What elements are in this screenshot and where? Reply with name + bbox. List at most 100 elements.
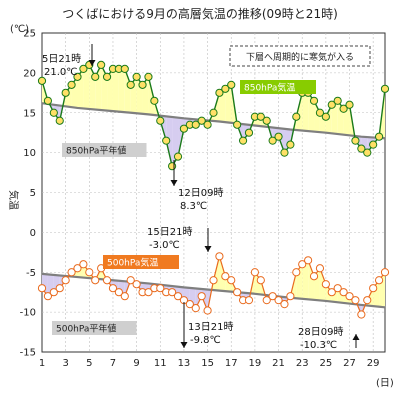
t500-point — [61, 276, 70, 285]
y-axis-title-text: 気温 — [7, 190, 20, 210]
t500-point — [274, 296, 283, 305]
t850-point — [67, 80, 76, 89]
ta850-warm-anomaly-fill — [112, 68, 119, 112]
t850-point — [333, 96, 342, 105]
t850-point — [168, 162, 177, 171]
ta500-warm-anomaly-fill — [302, 260, 309, 300]
t850-point — [215, 88, 224, 97]
ta850-warm-anomaly-fill — [83, 64, 90, 110]
t500-point — [49, 288, 58, 297]
t850-point — [268, 136, 277, 145]
t850-point — [43, 96, 53, 105]
t500-point — [108, 284, 118, 293]
t850-point — [37, 76, 47, 85]
t850-point — [221, 84, 230, 93]
annotation-value: -10.3℃ — [300, 340, 337, 351]
t500-point — [380, 268, 390, 277]
t850-point — [97, 60, 106, 70]
t850-point — [126, 80, 135, 89]
t850-point — [262, 116, 271, 125]
t500-point — [321, 280, 330, 289]
t500-point — [114, 288, 123, 297]
normal-500-line — [41, 272, 386, 309]
ta850-warm-anomaly-fill — [65, 84, 72, 108]
y-tick-label: 20 — [23, 68, 36, 79]
t850-point — [321, 112, 330, 121]
label-850hpa-temp: 850hPa気温 — [244, 82, 295, 94]
t850-point — [138, 80, 147, 89]
annotation-date: 5日21時 — [42, 53, 81, 65]
t850-point — [79, 64, 88, 73]
t850-point — [380, 84, 390, 93]
t850-point — [191, 120, 200, 129]
label-850hpa-normal-box — [62, 143, 147, 157]
t500-point — [345, 292, 354, 301]
t500-point — [292, 268, 301, 277]
ta850-warm-anomaly-fill — [296, 92, 303, 131]
x-tick-label: 19 — [249, 358, 262, 369]
x-tick-label: 11 — [154, 358, 167, 369]
t850-point — [150, 96, 159, 105]
ta500-cold-anomaly-fill — [42, 273, 48, 297]
annotation-arrow-head — [170, 180, 178, 186]
label-500hpa-temp-box — [103, 255, 179, 269]
label-500hpa-normal-box — [52, 321, 137, 335]
annotation-date: 28日09時 — [298, 326, 343, 338]
t500-point — [262, 296, 271, 305]
chart-title: つくばにおける9月の高層気温の推移(09時と21時) — [62, 6, 338, 21]
t850-point — [369, 140, 378, 149]
t500-point — [250, 268, 259, 277]
annotation-value: 21.0℃ — [44, 67, 78, 78]
t850-point — [61, 88, 70, 97]
annotation-date: 13日21時 — [188, 321, 233, 333]
t850-point — [286, 140, 295, 149]
ta850-warm-anomaly-fill — [331, 100, 338, 135]
t500-point — [351, 296, 360, 305]
t500-point — [327, 288, 336, 297]
t500-point — [256, 276, 265, 285]
x-tick-label: 3 — [62, 358, 68, 369]
t850-point — [120, 64, 129, 73]
y-tick-label: -15 — [20, 348, 36, 359]
t500-point — [221, 272, 230, 281]
t500-point — [280, 300, 289, 309]
t500-point — [315, 264, 325, 273]
y-tick-label: 15 — [23, 108, 36, 119]
x-tick-label: 1 — [39, 358, 45, 369]
t850-point — [309, 96, 319, 105]
t500-point — [197, 292, 206, 301]
note-frame — [229, 45, 371, 67]
x-tick-label: 7 — [110, 358, 116, 369]
x-tick-label: 29 — [367, 358, 380, 369]
t850-point — [179, 124, 189, 133]
t850-point — [351, 136, 360, 145]
t500-point — [79, 260, 88, 269]
ta850-warm-anomaly-fill — [219, 88, 226, 123]
t850-point — [173, 152, 183, 161]
t850-point — [144, 72, 153, 81]
t500-point — [67, 268, 76, 277]
t500-point — [73, 264, 82, 273]
t500-point — [120, 292, 129, 301]
t500-point — [227, 276, 236, 285]
annotation-value: -9.8℃ — [190, 335, 221, 346]
x-tick-label: 5 — [86, 358, 92, 369]
label-850hpa-normal: 850hPa平年値 — [66, 145, 126, 157]
t500-point — [374, 276, 384, 285]
x-tick-label: 9 — [133, 358, 139, 369]
annotation-date: 12日09時 — [178, 187, 223, 199]
t850-point — [91, 72, 100, 81]
y-tick-label: -10 — [20, 308, 36, 319]
t500-point — [185, 300, 194, 309]
t850-point — [162, 136, 171, 145]
t850-point — [203, 120, 212, 129]
t500-point — [91, 276, 100, 285]
t500-point — [55, 284, 64, 293]
t850-point — [363, 148, 372, 157]
ta500-warm-anomaly-fill — [254, 272, 261, 295]
t850-point — [227, 80, 236, 89]
t500-point — [173, 292, 183, 301]
t850-point — [102, 72, 112, 81]
t500-point — [309, 272, 319, 281]
t500-point — [215, 252, 224, 261]
